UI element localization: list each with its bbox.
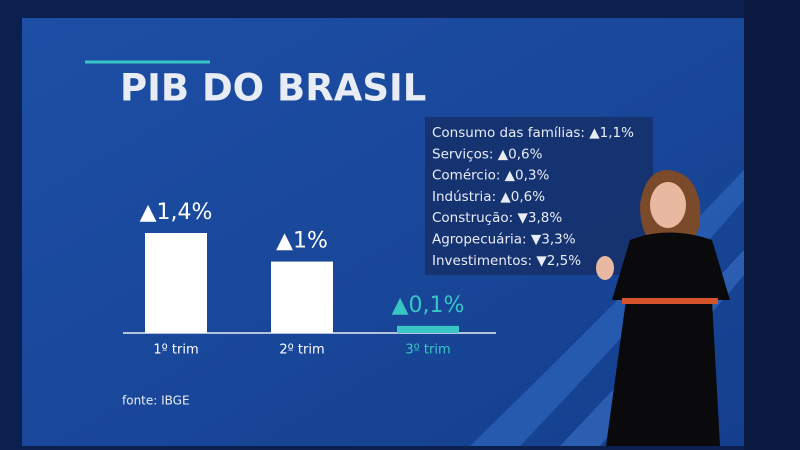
bar: [271, 261, 333, 333]
note: Indústria: ▲0,6%: [432, 189, 545, 205]
notes-panel: [425, 117, 653, 275]
x-tick-label: 1º trim: [153, 343, 198, 358]
value-label: ▲1%: [276, 229, 328, 254]
dress: [606, 232, 730, 446]
value-label: ▲1,4%: [140, 200, 213, 225]
belt: [622, 298, 718, 304]
note: Serviços: ▲0,6%: [432, 146, 543, 162]
note: Comércio: ▲0,3%: [432, 168, 550, 184]
studio-wall: [744, 0, 800, 450]
chart-title: PIB DO BRASIL: [120, 67, 426, 110]
hand: [596, 256, 614, 280]
x-tick-label: 2º trim: [279, 343, 324, 358]
x-tick-label: 3º trim: [405, 343, 450, 358]
notes: Consumo das famílias: ▲1,1% Serviços: ▲0,…: [432, 125, 634, 269]
note: Construção: ▼3,8%: [432, 210, 562, 226]
bar: [397, 325, 459, 333]
note: Consumo das famílias: ▲1,1%: [432, 125, 634, 141]
note: Investimentos: ▼2,5%: [432, 253, 581, 269]
note: Agropecuária: ▼3,3%: [432, 232, 576, 248]
face: [650, 182, 686, 228]
bar: [145, 233, 207, 333]
presenter: [596, 170, 730, 446]
source: fonte: IBGE: [122, 394, 190, 408]
value-label: ▲0,1%: [392, 293, 465, 318]
